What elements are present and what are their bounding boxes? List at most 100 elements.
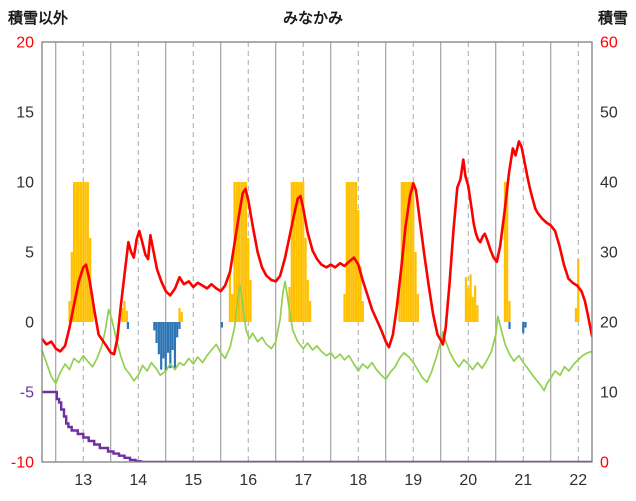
precipitation-bars-bar (155, 322, 158, 343)
sunshine-bars-bar (237, 182, 241, 322)
sunshine-bars-bar (471, 296, 474, 322)
sunshine-bars-bar (123, 301, 126, 322)
x-axis-tick-label: 19 (404, 472, 422, 489)
sunshine-bars-bar (82, 182, 85, 322)
plot-border (41, 41, 593, 463)
sunshine-bars-bar (506, 182, 509, 322)
right-axis-tick-label: 50 (600, 105, 618, 122)
sunshine-bars-bar (299, 182, 303, 322)
sunshine-bars-bar (125, 310, 128, 322)
precipitation-bars-bar (160, 322, 163, 370)
sunshine-bars-bar (405, 182, 408, 322)
precipitation-bars-bar (176, 322, 179, 338)
sunshine-bars-bar (359, 266, 362, 322)
sunshine-bars-bar (249, 280, 252, 322)
sunshine-bars-bar (577, 259, 580, 322)
snow-depth-line (42, 390, 592, 462)
sunshine-bars-bar (416, 294, 419, 322)
precipitation-bars-bar (220, 322, 224, 328)
sunshine-bars-bar (409, 182, 413, 322)
x-axis-tick-label: 18 (349, 472, 367, 489)
sunshine-bars-bar (476, 305, 479, 322)
sunshine-bars-bar (302, 182, 305, 322)
temperature-line (42, 140, 592, 356)
x-axis-tick-label: 14 (129, 472, 147, 489)
sunshine-bars-bar (180, 312, 183, 322)
sunshine-bars-bar (231, 294, 234, 322)
sunshine-bars-bar (247, 238, 250, 322)
left-axis-tick-label: -5 (20, 385, 34, 402)
precipitation-bars-bar (153, 322, 156, 331)
sunshine-bars-bar (398, 280, 401, 322)
sunshine-bars-bar (352, 182, 355, 322)
precipitation-bars-bar (166, 322, 170, 353)
right-axis-tick-label: 10 (600, 385, 618, 402)
left-axis-tick-label: 15 (16, 105, 34, 122)
green-line (42, 280, 592, 392)
sunshine-bars-bar (297, 182, 300, 322)
precipitation-bars-bar (171, 322, 174, 350)
sunshine-bars-bar (70, 252, 73, 322)
x-axis-tick-label: 20 (459, 472, 477, 489)
precipitation-bars-bar (173, 322, 177, 370)
precipitation-bars-bar (178, 322, 181, 329)
precipitation-bars-bar (162, 322, 165, 359)
sunshine-bars-bar (235, 182, 238, 322)
precipitation-bars-bar (157, 322, 160, 355)
sunshine-bars-bar (295, 182, 298, 322)
sunshine-bars-bar (91, 294, 94, 322)
precipitation-bars-bar (169, 322, 172, 369)
sunshine-bars-bar (345, 182, 348, 322)
sunshine-bars-bar (309, 301, 312, 322)
left-axis-tick-label: 10 (16, 175, 34, 192)
sunshine-bars-bar (72, 182, 76, 322)
sunshine-bars-bar (292, 182, 296, 322)
sunshine-bars-bar (75, 182, 78, 322)
precipitation-bars-bar (508, 322, 511, 329)
right-axis-tick-label: 40 (600, 175, 618, 192)
x-axis-tick-label: 17 (294, 472, 312, 489)
sunshine-bars-bar (574, 308, 578, 322)
x-axis-tick-label: 21 (514, 472, 532, 489)
sunshine-bars-bar (233, 182, 236, 322)
right-axis-title: 積雪 (597, 9, 628, 27)
right-axis-tick-label: 60 (600, 35, 618, 52)
x-axis-tick-label: 15 (184, 472, 202, 489)
sunshine-bars-bar (244, 182, 248, 322)
x-axis-tick-label: 22 (569, 472, 587, 489)
sunshine-bars-bar (304, 238, 307, 322)
sunshine-bars-bar (68, 301, 71, 322)
precipitation-bars (126, 322, 527, 371)
precipitation-bars-bar (126, 322, 130, 329)
precipitation-bars-bar (164, 322, 167, 371)
sunshine-bars-bar (84, 182, 87, 322)
sunshine-bars-bar (469, 274, 472, 322)
sunshine-bars-bar (503, 182, 507, 322)
sunshine-bars-bar (343, 294, 346, 322)
sunshine-bars-bar (79, 182, 83, 322)
sunshine-bars-bar (178, 308, 181, 322)
left-axis-tick-label: -10 (11, 455, 34, 472)
sunshine-bars-bar (86, 182, 89, 322)
temperature-line-path (42, 140, 592, 356)
left-axis-title: 積雪以外 (7, 9, 68, 27)
sunshine-bars-bar (347, 182, 351, 322)
left-axis-tick-label: 5 (25, 245, 34, 262)
sunshine-bars-bar (361, 301, 364, 322)
sunshine-bars-bar (464, 277, 468, 322)
sunshine-bars-bar (290, 182, 293, 322)
x-axis-tick-label: 16 (239, 472, 257, 489)
sunshine-bars-bar (240, 182, 243, 322)
sunshine-bars-bar (474, 285, 477, 322)
sunshine-bars-bar (228, 273, 232, 322)
sunshine-bars-bar (412, 182, 415, 322)
right-axis-tick-label: 0 (600, 455, 609, 472)
precipitation-bars-bar (522, 322, 525, 334)
sunshine-bars-bar (508, 301, 511, 322)
precipitation-bars-bar (524, 322, 527, 328)
left-axis-tick-label: 0 (25, 315, 34, 332)
right-axis-tick-label: 30 (600, 245, 618, 262)
